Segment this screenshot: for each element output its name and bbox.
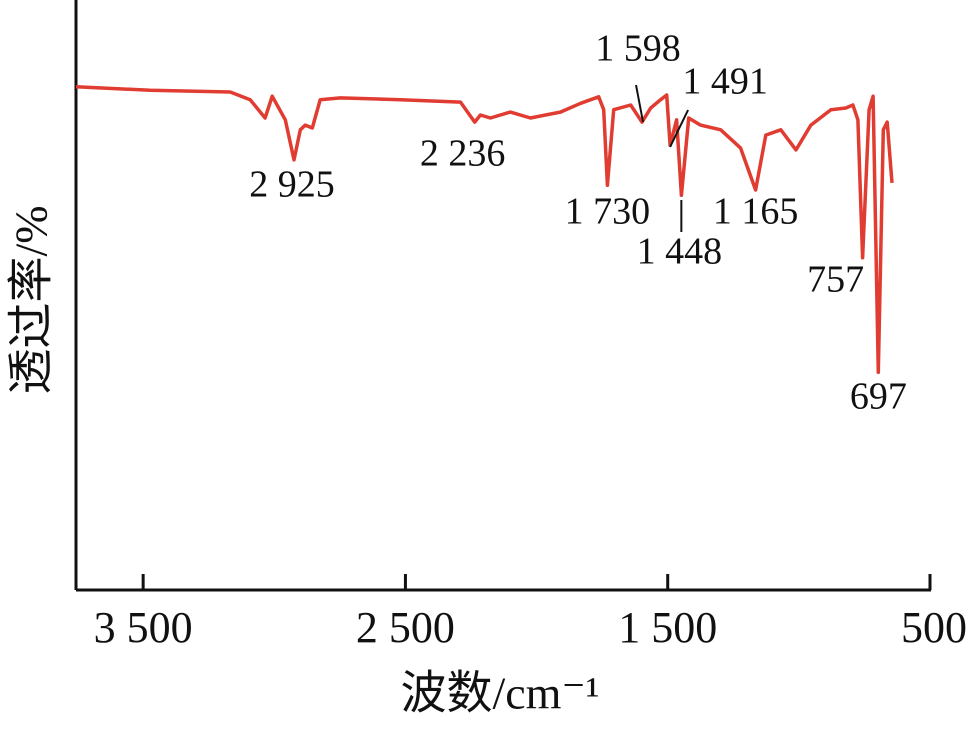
peak-leader [635,84,644,123]
x-tick-label: 2 500 [356,603,455,652]
x-tick-label: 1 500 [618,603,717,652]
peak-label: 1 491 [682,61,768,103]
peak-leader [669,109,689,148]
x-tick-label: 500 [901,603,967,652]
peak-label: 1 598 [595,28,681,70]
peak-label: 2 236 [420,133,506,175]
spectrum-line [75,84,894,375]
y-axis-label: 透过率/% [6,205,57,394]
peak-label: 2 925 [249,164,335,206]
x-tick-label: 3 500 [94,603,193,652]
peak-label: 1 730 [565,191,651,233]
peak-label: 757 [807,259,864,301]
peak-label: 1 165 [713,191,799,233]
peak-label: 1 448 [637,231,723,273]
peak-label: 697 [850,376,907,418]
x-axis-label: 波数/cm⁻¹ [400,668,599,719]
